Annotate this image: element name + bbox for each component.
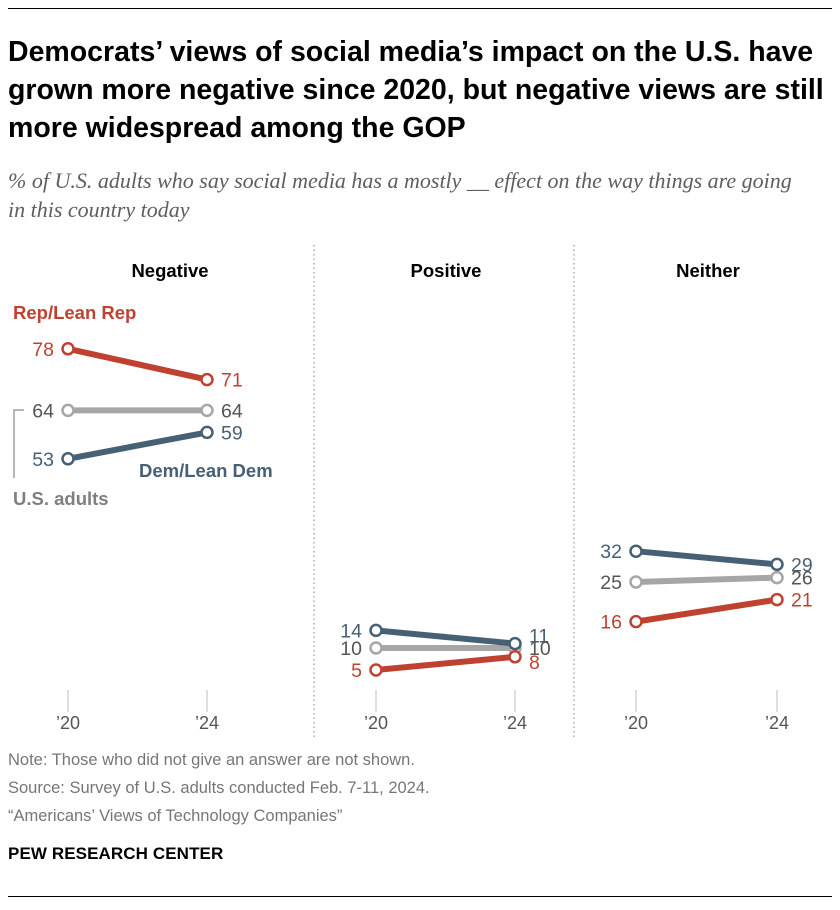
data-point-dem xyxy=(629,544,643,558)
data-label-all: 64 xyxy=(32,400,54,422)
series-label-bracket xyxy=(13,409,24,478)
series-line-dem xyxy=(633,548,780,568)
data-point-dem xyxy=(770,557,784,572)
series-line-rep xyxy=(373,653,518,673)
series-line-rep xyxy=(65,345,210,383)
chart-title: Democrats’ views of social media’s impac… xyxy=(8,36,824,144)
series-line-dem xyxy=(65,429,210,462)
series-line-dem xyxy=(373,627,518,647)
data-label-dem: 11 xyxy=(529,626,549,648)
data-label-all: 25 xyxy=(600,572,622,594)
x-tick-label: ’24 xyxy=(503,713,527,733)
data-point-dem xyxy=(369,623,383,638)
data-label-dem: 14 xyxy=(340,620,362,642)
data-label-all: 26 xyxy=(791,568,813,590)
series-label-all: U.S. adults xyxy=(13,488,109,509)
top-rule xyxy=(8,8,832,9)
chart-subtitle: % of U.S. adults who say social media ha… xyxy=(8,168,792,222)
bottom-rule xyxy=(8,896,832,897)
data-point-dem xyxy=(508,636,522,651)
data-point-all xyxy=(629,575,643,589)
series-label-dem: Dem/Lean Dem xyxy=(139,460,273,481)
data-point-all xyxy=(200,403,214,418)
data-point-rep xyxy=(369,663,383,677)
series-line-all xyxy=(633,574,780,585)
data-label-dem: 29 xyxy=(791,554,813,576)
panel-title-neither: Neither xyxy=(676,260,740,281)
panel-title-negative: Negative xyxy=(131,260,208,281)
data-label-rep: 78 xyxy=(32,339,54,361)
brand-label: PEW RESEARCH CENTER xyxy=(8,844,224,863)
data-point-rep xyxy=(629,614,643,629)
x-tick-label: ’24 xyxy=(195,713,219,733)
data-label-dem: 32 xyxy=(600,541,622,563)
data-label-all: 64 xyxy=(221,400,243,422)
data-label-all: 10 xyxy=(340,638,362,660)
x-tick-label: ’24 xyxy=(765,713,789,733)
data-label-rep: 71 xyxy=(221,370,243,392)
data-point-dem xyxy=(61,452,75,466)
footer-report: “Americans’ Views of Technology Companie… xyxy=(8,807,343,825)
data-label-dem: 59 xyxy=(221,422,243,444)
footer-source: Source: Survey of U.S. adults conducted … xyxy=(8,779,430,797)
data-label-rep: 16 xyxy=(600,612,622,634)
data-point-rep xyxy=(200,372,214,387)
data-point-rep xyxy=(770,592,784,607)
data-point-rep xyxy=(61,342,75,356)
series-label-rep: Rep/Lean Rep xyxy=(13,302,136,323)
x-tick-label: ’20 xyxy=(56,713,80,733)
data-label-dem: 53 xyxy=(32,449,54,471)
x-tick-label: ’20 xyxy=(624,713,648,733)
data-point-all xyxy=(369,641,383,655)
data-label-rep: 5 xyxy=(351,660,362,682)
data-label-all: 10 xyxy=(529,638,551,660)
data-point-all xyxy=(770,570,784,585)
data-label-rep: 21 xyxy=(791,590,813,612)
panel-title-positive: Positive xyxy=(411,260,482,281)
footer-note: Note: Those who did not give an answer a… xyxy=(8,751,415,769)
data-point-all xyxy=(61,403,75,418)
data-point-dem xyxy=(200,425,214,440)
data-point-rep xyxy=(508,650,522,664)
data-label-rep: 8 xyxy=(529,652,540,674)
x-tick-label: ’20 xyxy=(364,713,388,733)
series-line-rep xyxy=(633,596,780,625)
